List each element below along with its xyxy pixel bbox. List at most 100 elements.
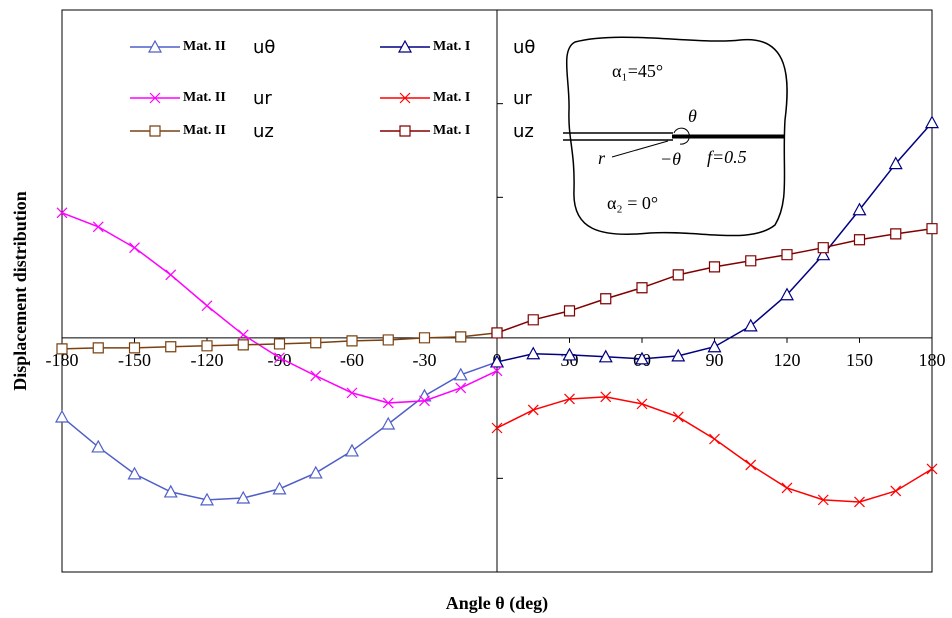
marker: [201, 340, 213, 352]
marker: [201, 300, 213, 312]
legend-label: Mat. II: [183, 90, 226, 105]
marker: [671, 348, 686, 362]
marker: [199, 492, 215, 506]
marker: [381, 416, 396, 430]
legend-component: uz: [513, 121, 534, 142]
marker: [418, 332, 431, 344]
legend-component: uz: [253, 121, 274, 142]
series-line: [61, 212, 498, 404]
marker: [707, 339, 722, 353]
marker: [888, 156, 903, 170]
inset-r: r: [598, 148, 606, 168]
marker: [562, 347, 577, 361]
marker: [598, 349, 613, 363]
marker: [781, 249, 793, 261]
marker: [346, 387, 358, 399]
marker: [274, 352, 285, 364]
marker: [453, 367, 468, 381]
x-tick-label: 150: [846, 350, 873, 370]
marker: [634, 351, 650, 365]
marker: [92, 342, 104, 354]
inset-f: f=0.5: [707, 147, 747, 167]
legend-component: ur: [253, 88, 272, 109]
legend-label: Mat. I: [433, 90, 470, 105]
legend-marker: [147, 39, 163, 53]
legend-marker: [399, 125, 411, 137]
series-line: [496, 227, 933, 334]
marker: [56, 343, 68, 355]
x-tick-label: -180: [46, 350, 79, 370]
marker: [419, 395, 430, 407]
legend-marker: [397, 39, 413, 53]
marker: [272, 481, 287, 495]
marker: [745, 255, 757, 267]
legend-label: Mat. II: [183, 123, 226, 138]
inset-theta: θ: [688, 106, 697, 126]
marker: [600, 293, 612, 305]
legend-label: Mat. II: [183, 39, 226, 54]
marker: [382, 334, 394, 346]
marker: [455, 382, 467, 394]
marker: [709, 433, 720, 445]
marker: [672, 411, 684, 423]
legend-marker: [149, 125, 161, 137]
marker: [310, 337, 322, 349]
marker: [817, 242, 829, 254]
marker: [127, 466, 142, 480]
x-tick-label: 180: [919, 350, 946, 370]
legend-component: uθ: [253, 37, 275, 58]
marker: [92, 221, 104, 233]
marker: [564, 393, 575, 405]
x-tick-label: -30: [413, 350, 437, 370]
marker: [491, 365, 503, 377]
r-line: [611, 140, 669, 158]
marker: [129, 242, 140, 254]
legend-marker: [399, 92, 411, 104]
series-line: [61, 361, 498, 501]
marker: [924, 115, 940, 129]
marker: [636, 398, 648, 410]
marker: [382, 397, 394, 409]
marker: [346, 335, 358, 347]
x-tick-label: -60: [340, 350, 364, 370]
marker: [817, 494, 829, 506]
marker: [237, 329, 249, 341]
legend-component: ur: [513, 88, 532, 109]
marker: [56, 207, 68, 219]
marker: [890, 228, 902, 240]
marker: [273, 338, 286, 350]
marker: [344, 443, 360, 457]
marker: [854, 496, 865, 508]
legend-label: Mat. I: [433, 39, 470, 54]
marker: [708, 261, 721, 273]
marker: [237, 339, 249, 351]
x-axis-label: Angle θ (deg): [446, 593, 548, 614]
legend-label: Mat. I: [433, 123, 470, 138]
marker: [91, 439, 106, 453]
marker: [745, 459, 757, 471]
marker: [816, 247, 831, 261]
x-tick-label: -90: [268, 350, 292, 370]
y-axis-label: Displacement distribution: [10, 191, 30, 391]
marker: [563, 305, 576, 317]
marker: [308, 465, 323, 479]
marker: [165, 269, 177, 281]
marker: [236, 490, 251, 504]
marker: [491, 422, 503, 434]
marker: [489, 354, 505, 368]
x-tick-label: -120: [191, 350, 224, 370]
marker: [852, 202, 867, 216]
marker: [491, 327, 503, 339]
x-tick-label: 90: [706, 350, 724, 370]
marker: [165, 341, 177, 353]
inset-alpha1: α₁=45°: [612, 61, 663, 81]
marker: [527, 404, 539, 416]
marker: [600, 391, 612, 403]
marker: [527, 314, 539, 326]
inset-neg-theta: −θ: [660, 149, 681, 169]
x-tick-label: -150: [118, 350, 151, 370]
theta-arc: [673, 127, 690, 145]
marker: [926, 463, 938, 475]
